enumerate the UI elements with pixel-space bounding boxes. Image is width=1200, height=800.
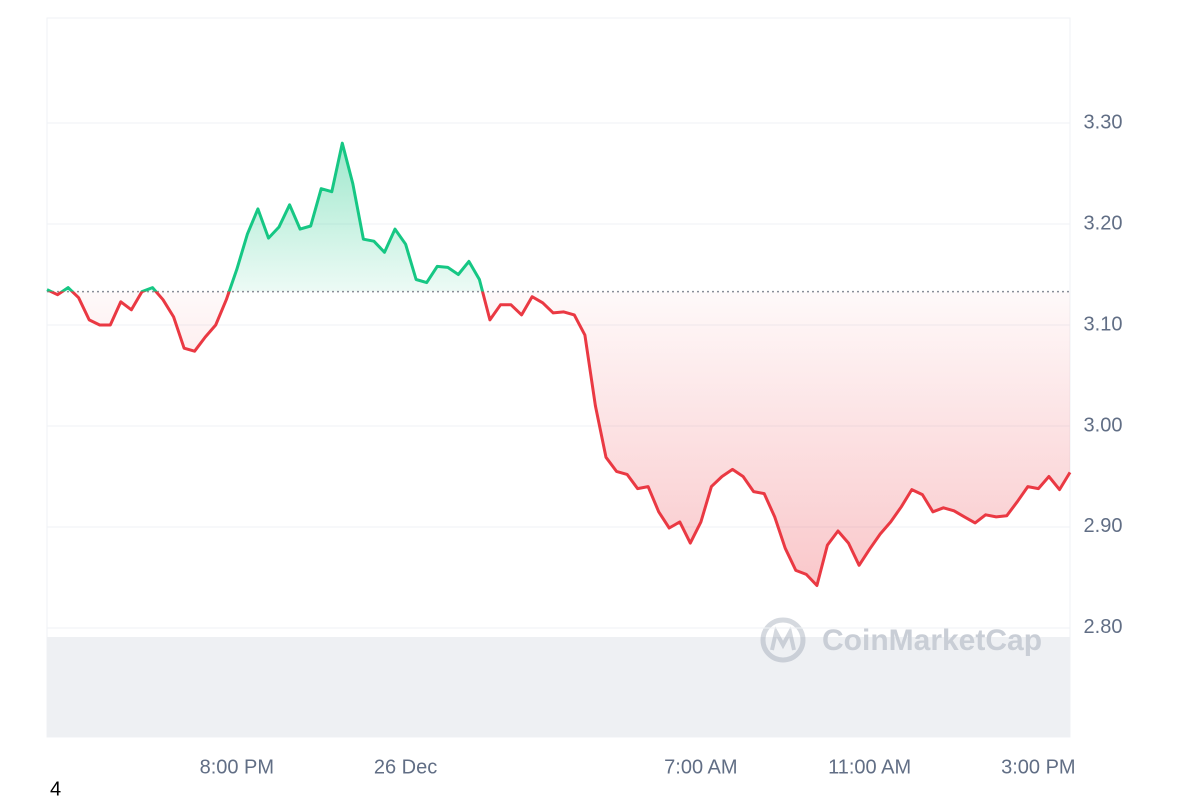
x-tick-label: 3:00 PM [1001, 756, 1075, 778]
y-tick-label: 3.10 [1084, 313, 1123, 335]
y-tick-label: 3.20 [1084, 212, 1123, 234]
watermark: CoinMarketCap [822, 624, 1042, 657]
footnote: 4 [50, 778, 61, 800]
y-tick-label: 3.30 [1084, 111, 1123, 133]
x-tick-label: 26 Dec [374, 756, 437, 778]
watermark-logo [760, 617, 806, 663]
x-tick-label: 8:00 PM [200, 756, 274, 778]
price-area [47, 143, 1070, 586]
x-tick-label: 11:00 AM [828, 756, 911, 778]
y-tick-label: 2.90 [1084, 515, 1123, 537]
y-tick-label: 2.80 [1084, 616, 1123, 638]
y-tick-label: 3.00 [1084, 414, 1123, 436]
volume-area [47, 637, 1070, 737]
price-line [46, 141, 1072, 587]
x-tick-label: 7:00 AM [664, 756, 737, 778]
